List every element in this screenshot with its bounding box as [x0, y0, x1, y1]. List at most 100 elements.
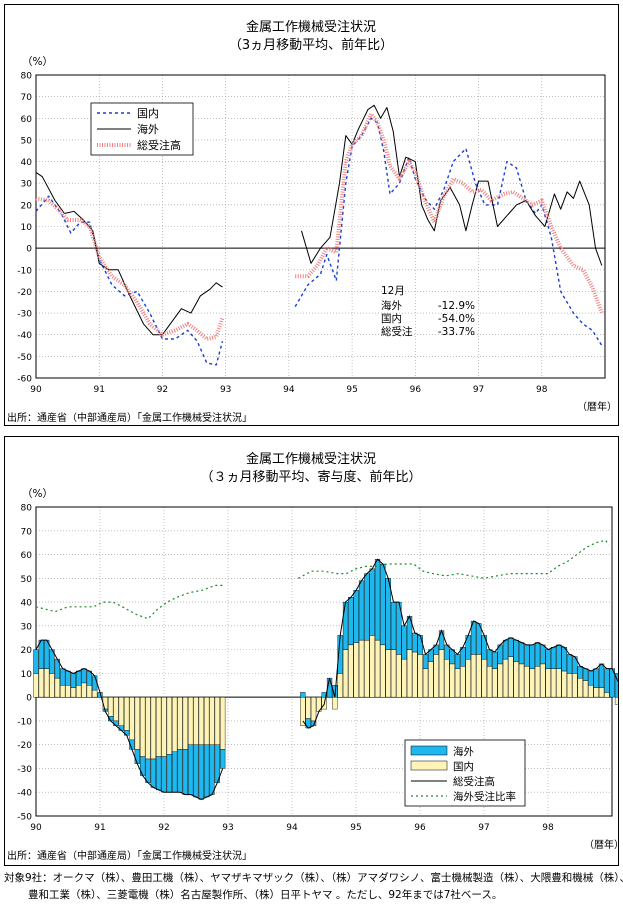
- bar-domestic: [566, 673, 573, 698]
- overseas-ratio-line: [298, 539, 610, 579]
- bar-overseas: [556, 644, 562, 669]
- bar-domestic: [449, 663, 455, 698]
- y-tick-label: 80: [21, 504, 33, 514]
- bar-overseas: [422, 654, 429, 669]
- x-tick-label: 94: [286, 823, 298, 833]
- bar-overseas: [60, 668, 66, 686]
- bar-overseas: [438, 630, 445, 650]
- bottom-chart-panel: 金属工作機械受注状況 （３ヵ月移動平均、寄与度、前年比） （%） 80 70 60 50 40…: [4, 436, 623, 866]
- bar-overseas: [44, 639, 50, 669]
- overseas-ratio-line: [35, 584, 225, 620]
- bar-overseas: [588, 670, 594, 686]
- bar-domestic: [465, 658, 471, 698]
- bar-overseas: [113, 720, 119, 726]
- bar-domestic: [561, 670, 567, 698]
- bar-domestic: [337, 673, 343, 698]
- bar-overseas: [518, 642, 525, 665]
- footnote: 対象9社：オークマ（株）、豊田工機（株）、ヤマザキマザック（株）、（株）アマダワ…: [4, 870, 623, 904]
- bar-overseas: [390, 601, 397, 650]
- bar-domestic: [550, 668, 557, 698]
- bar-domestic: [582, 680, 589, 698]
- bar-overseas: [593, 668, 599, 688]
- x-tick-label: 97: [478, 823, 489, 833]
- y-tick-label: 10: [21, 670, 33, 680]
- plot-area-frame: [35, 74, 606, 379]
- bar-domestic: [364, 639, 370, 698]
- y-tick-label: 20: [21, 201, 33, 211]
- bar-domestic: [113, 697, 119, 722]
- x-tick-label: 92: [157, 385, 168, 395]
- bar-domestic: [38, 668, 45, 698]
- chart-title: 金属工作機械受注状況: [246, 19, 376, 35]
- annotation-title: 12月: [381, 285, 405, 297]
- bar-overseas: [550, 646, 557, 669]
- bar-overseas: [513, 639, 519, 662]
- y-tick-label: -50: [17, 813, 32, 823]
- bar-domestic: [166, 697, 172, 755]
- legend-label: 海外受注比率: [453, 790, 516, 803]
- bar-domestic: [604, 692, 610, 698]
- bar-overseas: [81, 668, 87, 684]
- legend-label: 海外: [453, 745, 474, 758]
- bar-overseas: [374, 559, 381, 641]
- bar-domestic: [70, 687, 77, 698]
- footnote-line-2: 豊和工業（株）、三菱電機（株）名古屋製作所、（株）日平トヤマ 。ただし、92年ま…: [28, 889, 503, 901]
- bar-overseas: [33, 649, 39, 674]
- bar-domestic: [139, 697, 146, 757]
- bar-domestic: [102, 697, 109, 710]
- x-tick-label: 96: [414, 823, 426, 833]
- bar-overseas: [540, 644, 546, 665]
- bar-overseas: [353, 589, 359, 643]
- bar-domestic: [187, 697, 194, 745]
- bar-domestic: [214, 697, 220, 745]
- y-tick-label: 50: [21, 575, 33, 585]
- bar-overseas: [385, 578, 391, 650]
- bar-domestic: [65, 685, 71, 698]
- bar-domestic: [358, 639, 365, 698]
- legend-swatch: [410, 760, 448, 771]
- bar-domestic: [545, 668, 551, 698]
- x-tick-label: 91: [94, 823, 105, 833]
- bar-overseas: [412, 632, 418, 653]
- y-tick-label: 30: [21, 622, 33, 632]
- bar-domestic: [374, 639, 381, 698]
- y-tick-label: -40: [17, 331, 32, 341]
- bar-overseas: [150, 758, 156, 788]
- bar-domestic: [209, 697, 215, 745]
- chart-title: 金属工作機械受注状況: [246, 451, 376, 467]
- y-tick-label: -20: [17, 288, 32, 298]
- bar-overseas: [364, 573, 370, 641]
- bar-domestic: [182, 697, 188, 750]
- bar-overseas: [300, 692, 306, 698]
- top-chart-panel: 金属工作機械受注状況 （3ヵ月移動平均、前年比） （%） 80 70 60 50 40 30 20…: [4, 4, 619, 426]
- bar-domestic: [433, 654, 439, 698]
- bar-overseas: [566, 654, 573, 674]
- y-tick-label: -60: [17, 375, 32, 385]
- bar-domestic: [614, 697, 621, 705]
- bar-domestic: [476, 654, 482, 698]
- bar-overseas: [369, 568, 375, 636]
- bar-domestic: [118, 697, 125, 726]
- bar-overseas: [177, 749, 183, 793]
- bar-domestic: [342, 649, 349, 698]
- footnote-line-1: 対象9社：オークマ（株）、豊田工機（株）、ヤマザキマザック（株）、（株）アマダワ…: [4, 872, 623, 884]
- bar-domestic: [401, 658, 407, 698]
- bar-domestic: [171, 697, 178, 753]
- bar-overseas: [91, 675, 98, 691]
- bar-domestic: [390, 649, 397, 698]
- series-line-2: [35, 171, 223, 336]
- x-tick-label: 96: [410, 385, 422, 395]
- legend-label: 総受注高: [137, 138, 181, 152]
- bar-overseas: [454, 654, 461, 669]
- y-tick-label: 10: [21, 223, 33, 233]
- bar-domestic: [75, 685, 82, 698]
- bar-domestic: [134, 697, 140, 750]
- bar-domestic: [598, 687, 605, 698]
- bar-overseas: [198, 744, 204, 800]
- y-tick-label: 40: [21, 599, 33, 609]
- bar-domestic: [396, 654, 402, 698]
- bar-domestic: [492, 668, 498, 698]
- bar-overseas: [70, 673, 77, 688]
- bar-domestic: [348, 644, 354, 698]
- y-tick-label: 0: [26, 245, 32, 255]
